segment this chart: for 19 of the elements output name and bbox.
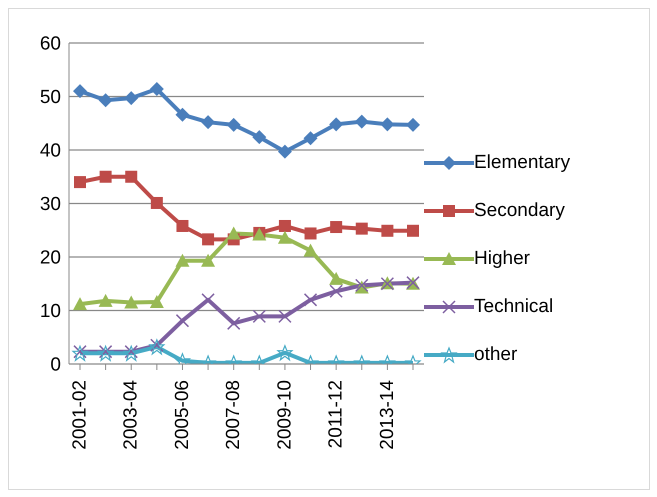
y-tick-label: 10 [40,301,61,322]
x-tick-label: 2001-02 [70,380,90,450]
y-tick-label: 50 [40,87,61,108]
y-tick-label: 20 [40,248,61,269]
legend-label: Secondary [474,200,565,222]
legend-label: Elementary [474,152,570,174]
x-tick-label: 2013-14 [376,380,398,450]
x-tick-label: 2011-12 [326,380,347,448]
legend-label: other [474,344,518,366]
legend-label: Higher [474,248,530,270]
legend-label: Technical [474,296,554,318]
y-tick-label: 0 [50,354,61,376]
x-tick-label: 2003-04 [120,380,142,450]
y-tick-label: 40 [40,140,61,162]
x-tick-label: 2007-08 [223,380,244,450]
y-tick-label: 30 [40,194,61,216]
x-tick-label: 2009-10 [274,380,296,450]
x-tick-label: 2005-06 [172,380,193,450]
y-tick-label: 60 [40,34,61,55]
